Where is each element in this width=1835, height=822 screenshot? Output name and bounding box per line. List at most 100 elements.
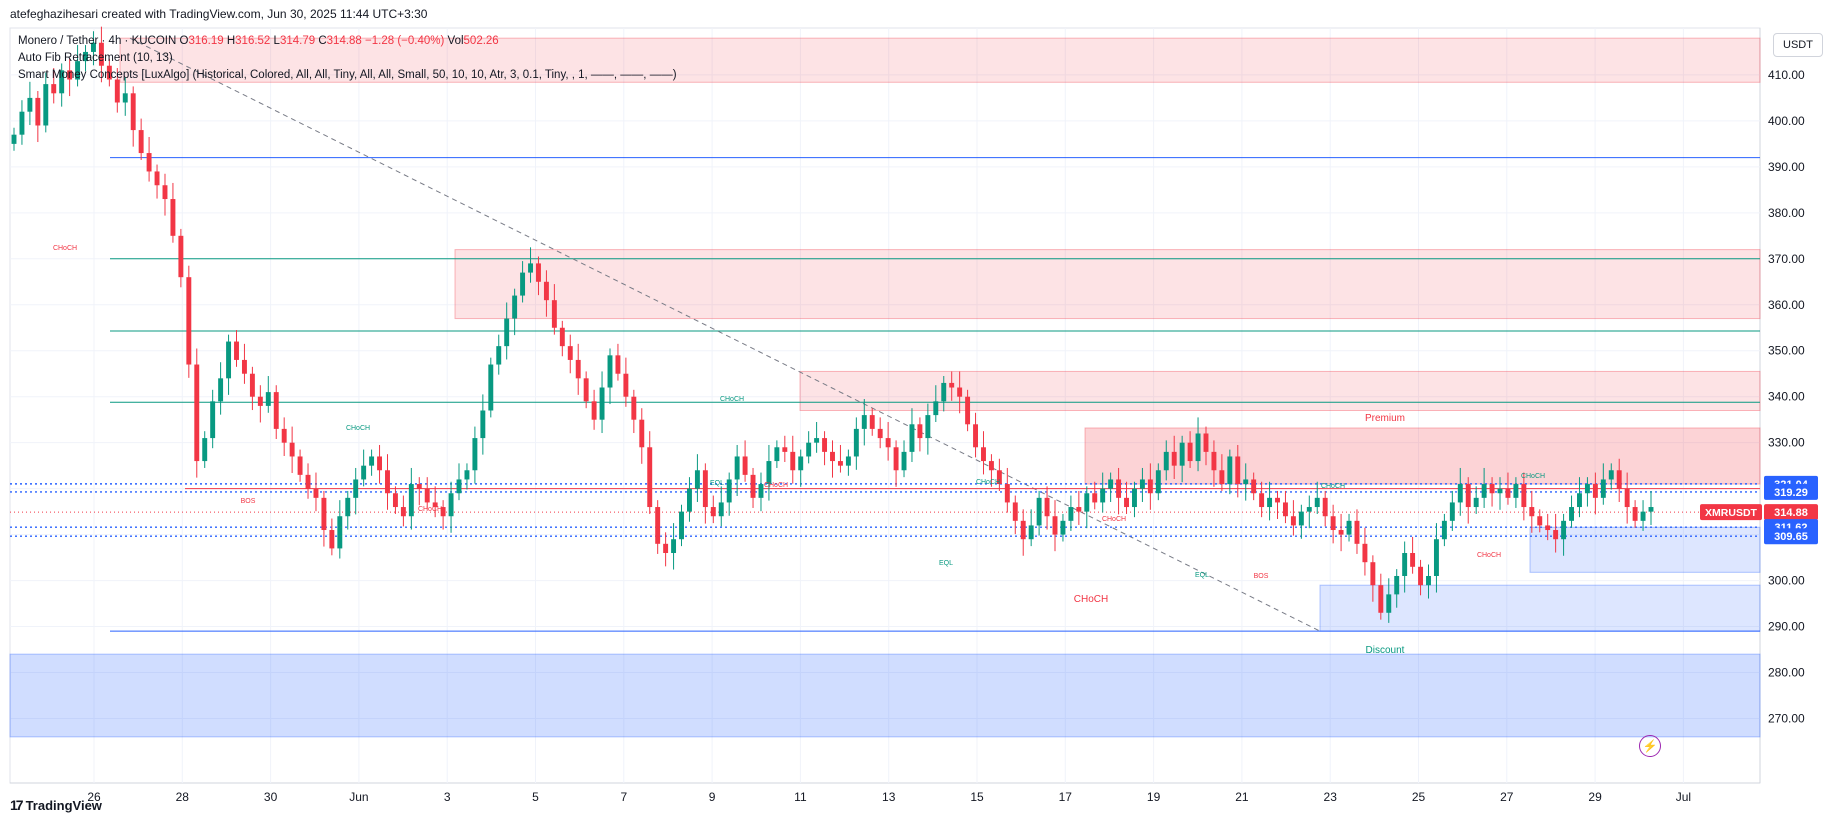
- candle-body: [337, 516, 343, 549]
- low-label: L: [273, 35, 280, 47]
- smc-annotation: EQL: [1195, 572, 1209, 579]
- candle-body: [321, 497, 327, 531]
- open-label: O: [179, 35, 189, 47]
- candle-body: [1505, 488, 1511, 498]
- candle-body: [210, 401, 216, 439]
- candle-body: [313, 488, 319, 498]
- candle-body: [1441, 520, 1447, 540]
- candle-body: [11, 134, 17, 144]
- candle-body: [1267, 497, 1273, 508]
- indicator-smc[interactable]: Smart Money Concepts [LuxAlgo] (Historic…: [18, 69, 677, 81]
- lightning-icon[interactable]: ⚡: [1639, 735, 1661, 757]
- candle-body: [949, 382, 955, 388]
- candle-body: [329, 530, 335, 549]
- smc-annotation: CHoCH: [764, 482, 788, 489]
- candle-body: [1251, 479, 1257, 494]
- candle-body: [1171, 451, 1177, 466]
- y-tick-label: 380.00: [1768, 206, 1805, 220]
- smc-annotation: BOS: [1254, 573, 1269, 580]
- price-badge: [1764, 483, 1818, 500]
- x-tick-label: 25: [1412, 790, 1426, 804]
- candle-body: [385, 470, 390, 494]
- low-value: 314.79: [279, 35, 316, 47]
- chart-legend: Monero / Tether · 4h · KUCOIN O316.19 H3…: [18, 33, 677, 84]
- candle-body: [790, 451, 796, 471]
- candle-body: [353, 479, 359, 498]
- candle-body: [718, 502, 724, 517]
- candle-body: [1259, 493, 1265, 508]
- candle-body: [19, 111, 25, 135]
- candle-body: [901, 451, 907, 471]
- indicator-fib[interactable]: Auto Fib Retracement (10, 13): [18, 52, 173, 64]
- candle-body: [1473, 497, 1479, 508]
- candle-body: [75, 61, 81, 80]
- candle-body: [877, 428, 883, 439]
- candle-body: [43, 84, 49, 126]
- candle-body: [1521, 484, 1527, 508]
- ticker-badge-label: XMRUSDT: [1705, 507, 1758, 519]
- candle-body: [91, 42, 96, 52]
- zone-discount: [1529, 526, 1761, 573]
- candle-body: [1537, 516, 1543, 526]
- candle-body: [965, 396, 971, 425]
- candle-body: [1306, 507, 1312, 512]
- candle-body: [583, 378, 589, 402]
- candle-body: [194, 364, 200, 462]
- smc-annotation: CHoCH: [418, 506, 442, 513]
- y-tick-label: 300.00: [1768, 574, 1805, 588]
- candle-body: [369, 456, 375, 466]
- y-tick-label: 390.00: [1768, 160, 1805, 174]
- close-label: C: [318, 35, 327, 47]
- candle-body: [1426, 575, 1431, 586]
- candle-body: [1584, 484, 1590, 494]
- ticker-badge: [1700, 504, 1762, 521]
- candle-body: [281, 428, 287, 443]
- smc-annotation: CHoCH: [720, 396, 744, 403]
- candle-body: [671, 539, 677, 554]
- y-tick-label: 350.00: [1768, 344, 1805, 358]
- candle-body: [480, 410, 486, 439]
- currency-selector[interactable]: USDT: [1773, 33, 1823, 57]
- candle-body: [1203, 433, 1209, 452]
- candle-body: [1529, 507, 1535, 517]
- smc-annotation: CHoCH: [53, 245, 77, 252]
- candle-body: [1600, 479, 1606, 498]
- candle-body: [1052, 516, 1058, 535]
- candle-body: [1116, 479, 1122, 498]
- candle-body: [1624, 488, 1630, 508]
- candle-body: [1298, 511, 1304, 526]
- candle-body: [186, 277, 192, 365]
- candle-body: [122, 93, 128, 103]
- smc-annotation: CHoCH: [1321, 483, 1345, 490]
- candle-body: [273, 392, 279, 429]
- candle-body: [1513, 484, 1519, 498]
- smc-annotation: CHoCH: [1521, 473, 1545, 480]
- candle-body: [1076, 507, 1082, 512]
- candle-body: [623, 373, 629, 397]
- candle-body: [1489, 484, 1495, 494]
- candle-body: [869, 415, 875, 429]
- tradingview-label: TradingView: [25, 797, 102, 813]
- candle-body: [1147, 479, 1153, 494]
- candle-body: [1561, 520, 1567, 540]
- candle-body: [941, 382, 947, 402]
- candle-body: [1139, 479, 1145, 489]
- candle-body: [67, 70, 73, 80]
- candle-body: [1362, 543, 1368, 563]
- legend-ohlc-row: Monero / Tether · 4h · KUCOIN O316.19 H3…: [18, 33, 677, 50]
- candle-body: [536, 263, 541, 282]
- price-badge-label: 309.65: [1774, 531, 1808, 543]
- candle-body: [845, 456, 851, 466]
- candle-body: [734, 456, 740, 480]
- candle-body: [607, 355, 613, 388]
- candle-body: [837, 461, 843, 466]
- volume-label: Vol: [447, 35, 464, 47]
- candle-body: [798, 456, 804, 471]
- candle-body: [1608, 470, 1614, 480]
- symbol-label[interactable]: Monero / Tether · 4h · KUCOIN: [18, 35, 177, 47]
- smc-annotation: CHoCH: [1074, 594, 1108, 605]
- zone-discount: [1319, 584, 1761, 632]
- candle-body: [1163, 451, 1169, 471]
- tradingview-logo: 17 TradingView: [10, 797, 102, 813]
